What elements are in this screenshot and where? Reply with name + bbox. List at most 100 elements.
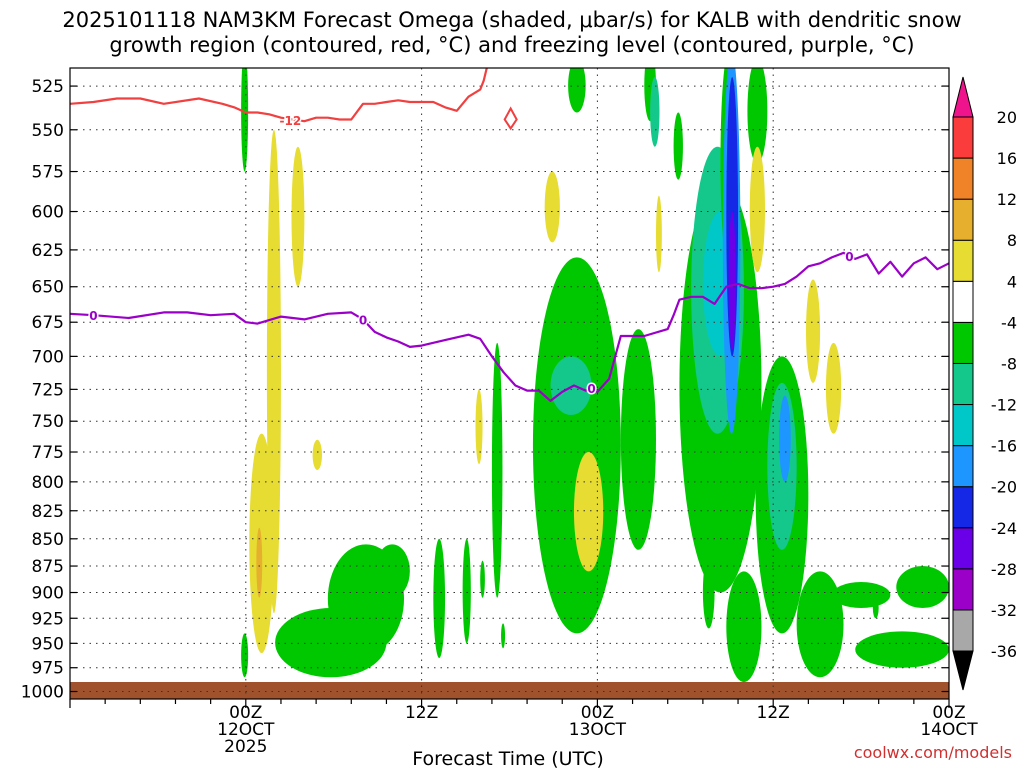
x-tick-label-60-0: 00Z — [932, 703, 965, 723]
colorbar-label-12: 12 — [997, 190, 1017, 209]
omega-region-16 — [532, 257, 621, 634]
dgz-contour-loop — [503, 106, 518, 131]
x-tick-label-0-2: 2025 — [224, 737, 267, 757]
colorbar-label--20: -20 — [991, 478, 1017, 497]
colorbar-label-20: 20 — [997, 108, 1017, 127]
freezing-level-label-2: 0 — [587, 382, 595, 396]
omega-region-54 — [872, 597, 879, 619]
colorbar-label--16: -16 — [991, 437, 1017, 456]
y-tick-label-725: 725 — [32, 380, 64, 400]
y-tick-label-550: 550 — [32, 121, 64, 141]
colorbar-label--28: -28 — [991, 560, 1017, 579]
omega-shading — [241, 68, 949, 683]
y-tick-label-675: 675 — [32, 313, 64, 333]
chart-title-line-1: 2025101118 NAM3KM Forecast Omega (shaded… — [62, 8, 961, 32]
colorbar-bin-6 — [952, 362, 974, 406]
x-tick-label-0-1: 12OCT — [217, 720, 275, 740]
colorbar-label--4: -4 — [1001, 313, 1017, 332]
y-tick-label-625: 625 — [32, 241, 64, 261]
omega-region-13 — [480, 560, 485, 598]
colorbar-bin-8 — [952, 280, 974, 323]
chart-title-line-2: growth region (contoured, red, °C) and f… — [109, 33, 914, 57]
omega-region-43 — [855, 631, 949, 668]
omega-region-14 — [491, 342, 503, 598]
omega-region-19 — [573, 452, 604, 572]
omega-region-44 — [896, 566, 949, 609]
colorbar-bin-5 — [952, 404, 974, 447]
ground-surface — [70, 682, 949, 699]
colorbar-bin-9 — [952, 239, 974, 282]
pressure-axis: 525 550 575 600 625 650 675 700 725 750 775 800 825 8… — [21, 77, 949, 703]
y-tick-label-950: 950 — [32, 634, 64, 654]
colorbar: -36 -32 -28 -24 -20 -16 -12 -8 -4 4 8 12 16 20 — [952, 76, 1017, 691]
y-tick-label-575: 575 — [32, 163, 64, 183]
y-tick-label-825: 825 — [32, 502, 64, 522]
dgz-contour-label: -12 — [279, 114, 301, 128]
colorbar-label-8: 8 — [1007, 231, 1017, 250]
contour-lines: 0 0 0 0 -12 — [70, 68, 949, 402]
y-tick-label-850: 850 — [32, 530, 64, 550]
omega-region-41 — [806, 279, 821, 383]
colorbar-bin-4 — [952, 445, 974, 488]
omega-region-38 — [779, 395, 791, 482]
y-tick-label-700: 700 — [32, 347, 64, 367]
omega-region-18 — [544, 171, 560, 243]
omega-region-20 — [620, 329, 656, 550]
x-axis-title: Forecast Time (UTC) — [412, 748, 603, 768]
freezing-level-label-1: 0 — [359, 313, 367, 327]
omega-region-17 — [550, 356, 592, 415]
colorbar-bin-0 — [952, 609, 974, 652]
x-tick-label-0-0: 00Z — [229, 703, 262, 723]
x-tick-label-30-0: 00Z — [581, 703, 614, 723]
y-tick-label-600: 600 — [32, 203, 64, 223]
x-tick-label-60-1: 14OCT — [920, 720, 978, 740]
y-tick-label-875: 875 — [32, 557, 64, 577]
colorbar-bin-7 — [952, 321, 974, 364]
colorbar-label--8: -8 — [1001, 354, 1017, 373]
colorbar-label-16: 16 — [997, 149, 1017, 168]
source-credit: coolwx.com/models — [854, 743, 1012, 762]
x-tick-label-15-0: 12Z — [405, 703, 438, 723]
omega-region-35 — [726, 571, 762, 683]
colorbar-bin-12 — [952, 116, 974, 159]
omega-region-24 — [656, 195, 662, 273]
y-tick-label-525: 525 — [32, 77, 64, 97]
colorbar-bin-1 — [952, 568, 974, 611]
omega-region-10 — [433, 538, 446, 659]
y-tick-label-800: 800 — [32, 473, 64, 493]
colorbar-bin-2 — [952, 527, 974, 570]
colorbar-label--12: -12 — [991, 396, 1017, 415]
omega-region-11 — [568, 68, 586, 113]
colorbar-label--36: -36 — [991, 642, 1017, 661]
x-tick-label-45-0: 12Z — [757, 703, 790, 723]
omega-region-42 — [825, 342, 842, 434]
omega-region-6 — [241, 633, 249, 678]
omega-region-33 — [747, 68, 768, 164]
colorbar-label--32: -32 — [991, 601, 1017, 620]
y-tick-label-900: 900 — [32, 584, 64, 604]
dgz-contour — [70, 68, 488, 123]
y-tick-label-1000: 1000 — [21, 683, 64, 703]
freezing-level-label-0: 0 — [89, 309, 97, 323]
y-tick-label-925: 925 — [32, 609, 64, 629]
omega-region-40 — [831, 582, 891, 609]
plot-frame — [69, 67, 950, 700]
omega-region-53 — [462, 538, 471, 644]
omega-region-22 — [650, 77, 660, 147]
omega-region-32 — [702, 555, 715, 629]
colorbar-label--24: -24 — [991, 519, 1017, 538]
omega-region-2 — [291, 146, 305, 287]
freezing-level-contour — [70, 251, 949, 402]
omega-region-0 — [241, 68, 249, 172]
omega-region-31 — [728, 211, 736, 350]
omega-region-34 — [749, 146, 765, 273]
y-tick-label-775: 775 — [32, 443, 64, 463]
y-tick-label-750: 750 — [32, 412, 64, 432]
omega-region-4 — [256, 527, 263, 598]
colorbar-bin-10 — [952, 198, 974, 241]
omega-region-15 — [501, 623, 506, 649]
y-tick-label-650: 650 — [32, 278, 64, 298]
colorbar-bin-11 — [952, 157, 974, 200]
